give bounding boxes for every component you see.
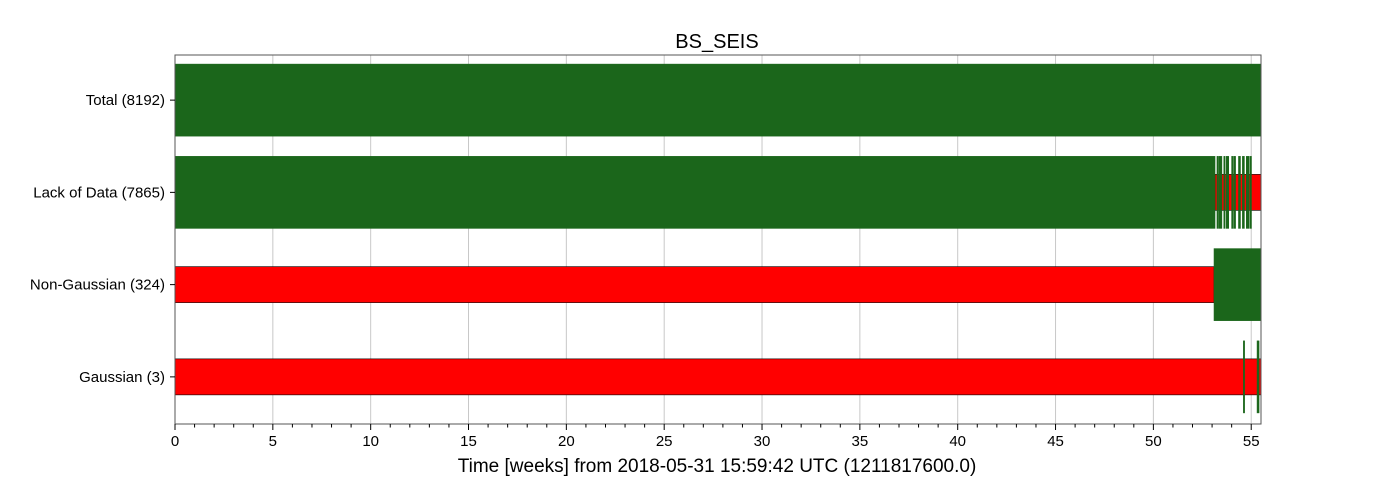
- active-segment: [1238, 156, 1241, 229]
- x-tick-label: 35: [852, 433, 869, 450]
- x-tick-label: 15: [460, 433, 477, 450]
- row-labels: Total (8192) Lack of Data (7865) Non-Gauss…: [30, 92, 175, 386]
- row-label: Lack of Data (7865): [33, 184, 165, 201]
- chart-title: BS_SEIS: [675, 31, 758, 53]
- inactive-segment: [174, 266, 1215, 303]
- active-segment: [1242, 156, 1245, 229]
- active-segment: [1246, 156, 1250, 229]
- row-label: Gaussian (3): [79, 369, 165, 386]
- active-segment: [1233, 156, 1236, 229]
- x-tick-label: 0: [171, 433, 179, 450]
- x-tick-label: 30: [754, 433, 771, 450]
- active-segment: [1213, 248, 1262, 321]
- row-label: Non-Gaussian (324): [30, 277, 165, 294]
- x-tick-label: 55: [1243, 433, 1260, 450]
- x-tick-label: 10: [362, 433, 379, 450]
- x-ticks: 0 5 10 15 20 25 30 35 40 45 50 55: [171, 424, 1260, 450]
- segment-bars: [174, 63, 1262, 414]
- x-tick-label: 20: [558, 433, 575, 450]
- active-segment: [1218, 156, 1223, 229]
- x-tick-label: 50: [1145, 433, 1162, 450]
- x-tick-label: 40: [949, 433, 966, 450]
- x-tick-label: 5: [269, 433, 277, 450]
- active-segment: [1249, 156, 1252, 229]
- active-segment: [1256, 340, 1260, 414]
- x-axis-label: Time [weeks] from 2018-05-31 15:59:42 UT…: [458, 456, 977, 477]
- active-segment: [1225, 156, 1230, 229]
- x-tick-label: 45: [1047, 433, 1064, 450]
- inactive-segment: [174, 358, 1262, 396]
- active-segment: [174, 156, 1216, 229]
- active-segment: [1231, 156, 1234, 229]
- inactive-segment: [1214, 174, 1262, 211]
- row-label: Total (8192): [86, 92, 165, 109]
- plot-frame: [174, 54, 1262, 425]
- x-tick-label: 25: [656, 433, 673, 450]
- active-segment: [1216, 156, 1219, 229]
- active-segment: [174, 63, 1262, 137]
- active-segment: [1243, 340, 1245, 414]
- active-segment: [1223, 156, 1226, 229]
